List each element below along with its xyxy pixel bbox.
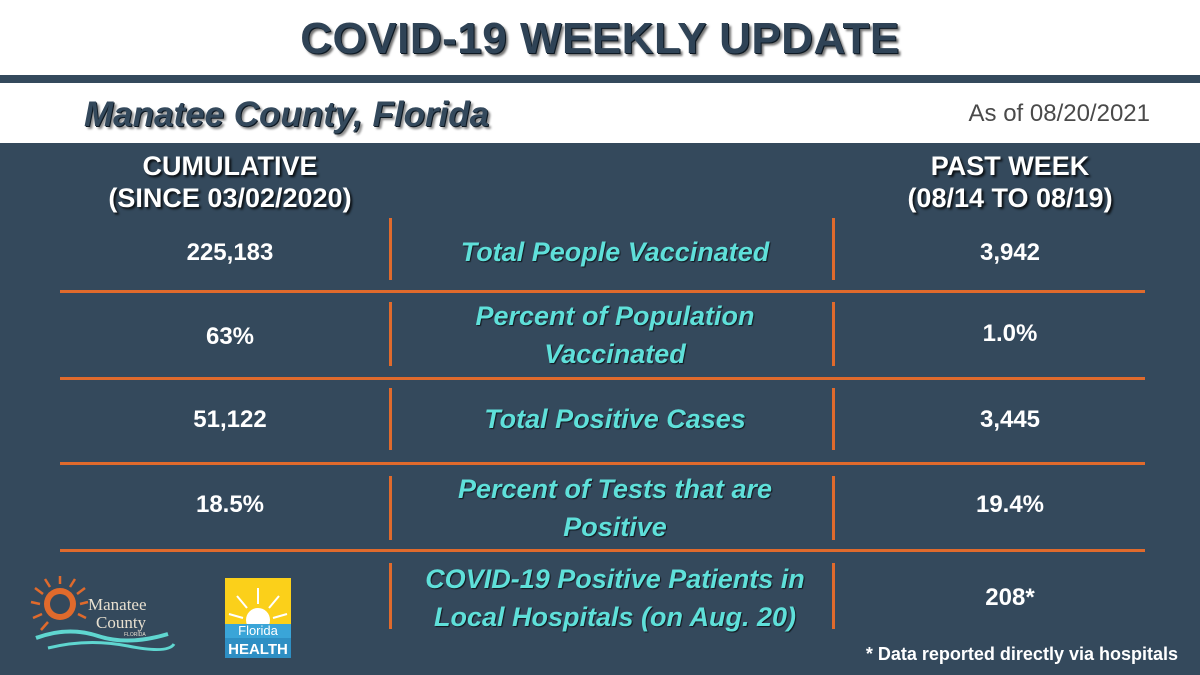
florida-health-logo: Florida HEALTH bbox=[225, 578, 291, 658]
header-divider-band bbox=[0, 75, 1200, 83]
metric-label-line: Percent of Tests that are bbox=[457, 474, 773, 504]
as-of-date: As of 08/20/2021 bbox=[968, 100, 1150, 127]
metric-label-line: Positive bbox=[563, 512, 667, 542]
past-week-value: 19.4% bbox=[975, 491, 1045, 518]
past-week-value: 1.0% bbox=[982, 320, 1038, 347]
footnote: * Data reported directly via hospitals bbox=[865, 644, 1178, 664]
metric-label: Total Positive Cases bbox=[395, 400, 835, 438]
vertical-separator bbox=[832, 302, 835, 366]
metric-label-line: Percent of Population bbox=[475, 301, 755, 331]
past-week-header-line1: PAST WEEK bbox=[930, 151, 1090, 181]
metric-label-line: Total Positive Cases bbox=[484, 404, 746, 434]
row-separator bbox=[60, 377, 1145, 380]
vertical-separator bbox=[389, 388, 392, 450]
hospital-value: 208* bbox=[985, 584, 1035, 611]
county-title: Manatee County, Florida bbox=[84, 95, 490, 134]
past-week-value: 3,942 bbox=[979, 239, 1041, 266]
vertical-separator bbox=[389, 476, 392, 540]
metric-label: Total People Vaccinated bbox=[395, 233, 835, 271]
manatee-county-logo: Manatee County FLORIDA bbox=[30, 576, 176, 651]
vertical-separator bbox=[389, 563, 392, 629]
vertical-separator bbox=[832, 563, 835, 629]
cumulative-value: 63% bbox=[205, 323, 255, 350]
page-title: COVID-19 WEEKLY UPDATE bbox=[300, 14, 900, 63]
florida-health-text-line1: Florida bbox=[238, 623, 279, 638]
sunburst-icon bbox=[228, 588, 288, 619]
data-panel bbox=[0, 143, 1200, 675]
cumulative-value: 51,122 bbox=[193, 406, 267, 433]
cumulative-header-line2: (SINCE 03/02/2020) bbox=[108, 183, 352, 213]
vertical-separator bbox=[389, 218, 392, 280]
row-separator bbox=[60, 549, 1145, 552]
row-separator bbox=[60, 290, 1145, 293]
vertical-separator bbox=[832, 388, 835, 450]
florida-health-text-line2: HEALTH bbox=[228, 641, 288, 658]
metric-label: Percent of Population Vaccinated bbox=[395, 297, 835, 373]
vertical-separator bbox=[832, 218, 835, 280]
metric-label-line: Total People Vaccinated bbox=[460, 237, 770, 267]
vertical-separator bbox=[832, 476, 835, 540]
manatee-logo-text-line3: FLORIDA bbox=[124, 632, 146, 638]
cumulative-value: 225,183 bbox=[186, 239, 274, 266]
cumulative-header-line1: CUMULATIVE bbox=[142, 151, 318, 181]
metric-label-line: COVID-19 Positive Patients in bbox=[425, 564, 805, 594]
past-week-value: 3,445 bbox=[979, 406, 1041, 433]
metric-label-line: Local Hospitals (on Aug. 20) bbox=[433, 602, 797, 632]
hospital-metric-label: COVID-19 Positive Patients in Local Hosp… bbox=[395, 560, 835, 636]
manatee-logo-text-line1: Manatee bbox=[88, 595, 147, 614]
past-week-header-line2: (08/14 TO 08/19) bbox=[907, 183, 1113, 213]
row-separator bbox=[60, 462, 1145, 465]
cumulative-value: 18.5% bbox=[195, 491, 265, 518]
past-week-column-header: PAST WEEK (08/14 TO 08/19) bbox=[840, 150, 1180, 214]
manatee-logo-text-line2: County bbox=[96, 613, 147, 632]
cumulative-column-header: CUMULATIVE (SINCE 03/02/2020) bbox=[60, 150, 400, 214]
metric-label-line: Vaccinated bbox=[544, 339, 686, 369]
metric-label: Percent of Tests that are Positive bbox=[395, 470, 835, 546]
sun-icon bbox=[30, 576, 89, 631]
vertical-separator bbox=[389, 302, 392, 366]
